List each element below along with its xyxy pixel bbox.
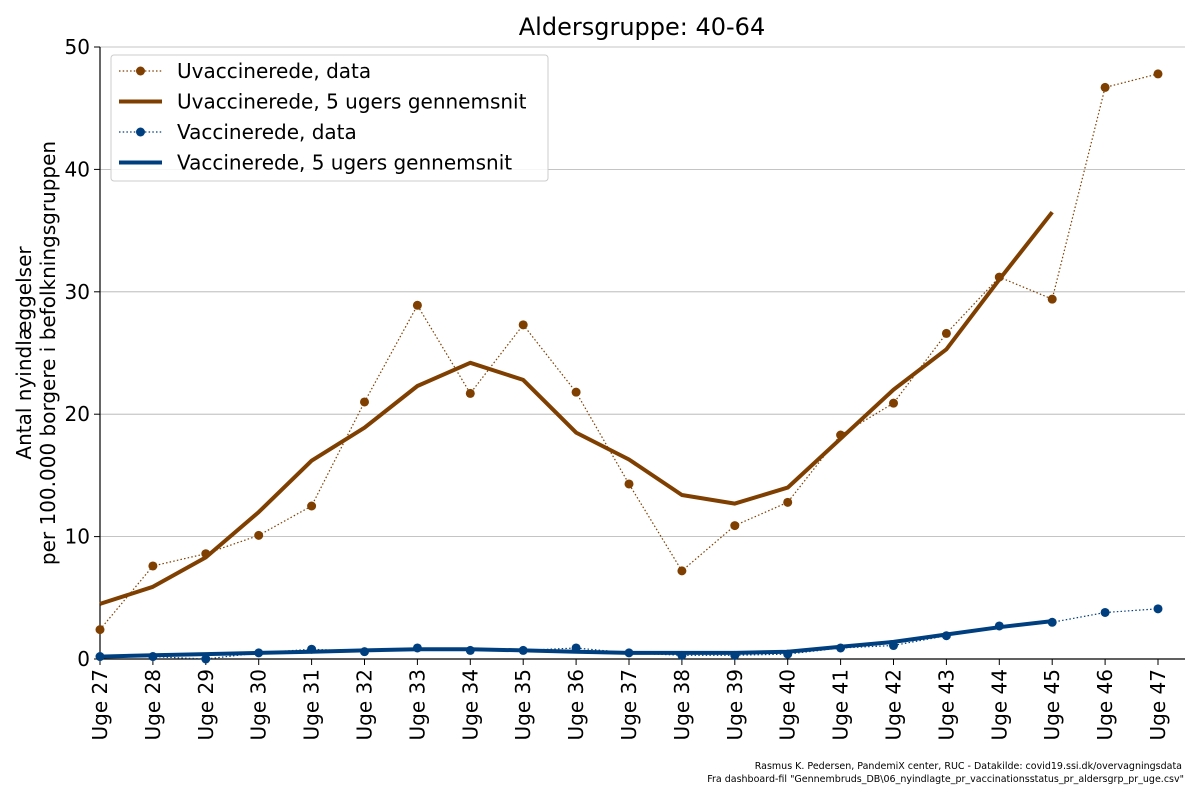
x-tick-label: Uge 30 xyxy=(247,669,271,740)
legend-swatch-marker xyxy=(136,127,145,137)
x-tick-label: Uge 45 xyxy=(1040,669,1064,740)
x-tick-label: Uge 32 xyxy=(353,669,377,740)
data-point xyxy=(571,387,581,397)
data-point xyxy=(624,479,634,489)
credit-line-2: Fra dashboard-fil "Gennembruds_DB\06_nyi… xyxy=(707,774,1184,785)
data-point xyxy=(95,625,105,635)
x-tick-label: Uge 33 xyxy=(405,669,429,740)
legend-label: Vaccinerede, data xyxy=(177,120,357,144)
data-point xyxy=(783,497,793,507)
series-line-0 xyxy=(99,73,1159,630)
x-tick-label: Uge 47 xyxy=(1146,669,1170,740)
data-point xyxy=(465,388,475,398)
x-tick-label: Uge 40 xyxy=(776,669,800,740)
data-point xyxy=(1153,604,1163,614)
y-tick-label: 40 xyxy=(65,157,90,181)
legend-label: Uvaccinerede, 5 ugers gennemsnit xyxy=(177,90,527,114)
x-tick-label: Uge 38 xyxy=(670,669,694,740)
x-tick-label: Uge 29 xyxy=(194,669,218,740)
data-point xyxy=(201,654,211,664)
y-tick-label: 10 xyxy=(65,525,90,549)
x-tick-label: Uge 37 xyxy=(617,669,641,740)
data-point xyxy=(307,501,317,511)
data-point xyxy=(730,521,740,531)
axes xyxy=(99,47,1185,660)
x-axis-ticks: Uge 27 Uge 28 Uge 29 Uge 30 Uge 31 Uge 32 Uge … xyxy=(88,659,1170,740)
x-tick-label: Uge 43 xyxy=(934,669,958,740)
x-tick-label: Uge 41 xyxy=(829,669,853,740)
x-tick-label: Uge 46 xyxy=(1093,669,1117,740)
data-point xyxy=(1100,607,1110,617)
x-tick-label: Uge 35 xyxy=(511,669,535,740)
x-tick-label: Uge 28 xyxy=(141,669,165,740)
data-point xyxy=(889,398,898,408)
data-point xyxy=(677,566,687,576)
x-tick-label: Uge 27 xyxy=(88,669,112,740)
series-line-1 xyxy=(99,210,1054,606)
chart-title: Aldersgruppe: 40-64 xyxy=(519,13,765,41)
data-point xyxy=(1100,82,1110,92)
y-tick-label: 20 xyxy=(65,402,90,426)
legend-label: Vaccinerede, 5 ugers gennemsnit xyxy=(177,151,512,175)
x-tick-label: Uge 39 xyxy=(723,669,747,740)
data-point xyxy=(360,397,369,407)
data-point xyxy=(1047,294,1057,304)
x-tick-label: Uge 42 xyxy=(882,669,906,740)
y-tick-label: 0 xyxy=(77,647,90,671)
legend-swatch-marker xyxy=(136,66,145,76)
data-point xyxy=(254,530,264,540)
credit-line-1: Rasmus K. Pedersen, PandemiX center, RUC… xyxy=(754,761,1182,772)
x-tick-label: Uge 34 xyxy=(458,669,482,740)
y-tick-label: 50 xyxy=(65,35,90,59)
legend: Uvaccinerede, data Uvaccinerede, 5 ugers … xyxy=(110,54,549,182)
y-axis-label-line1: Antal nyindlæggelser xyxy=(12,246,36,460)
x-tick-label: Uge 31 xyxy=(300,669,324,740)
y-axis-ticks: 0 10 20 30 40 50 xyxy=(65,35,100,671)
x-tick-label: Uge 36 xyxy=(564,669,588,740)
data-point xyxy=(1153,69,1163,79)
y-axis-label-line2: per 100.000 borgere i befolkningsgruppen xyxy=(36,141,60,565)
y-tick-label: 30 xyxy=(65,280,90,304)
x-tick-label: Uge 44 xyxy=(987,669,1011,740)
data-point xyxy=(412,300,422,310)
series-line-3 xyxy=(99,619,1053,659)
data-point xyxy=(518,320,528,330)
series-group xyxy=(95,69,1163,664)
legend-box xyxy=(110,54,549,182)
legend-label: Uvaccinerede, data xyxy=(177,59,371,83)
data-point xyxy=(941,328,951,338)
data-point xyxy=(148,561,158,571)
